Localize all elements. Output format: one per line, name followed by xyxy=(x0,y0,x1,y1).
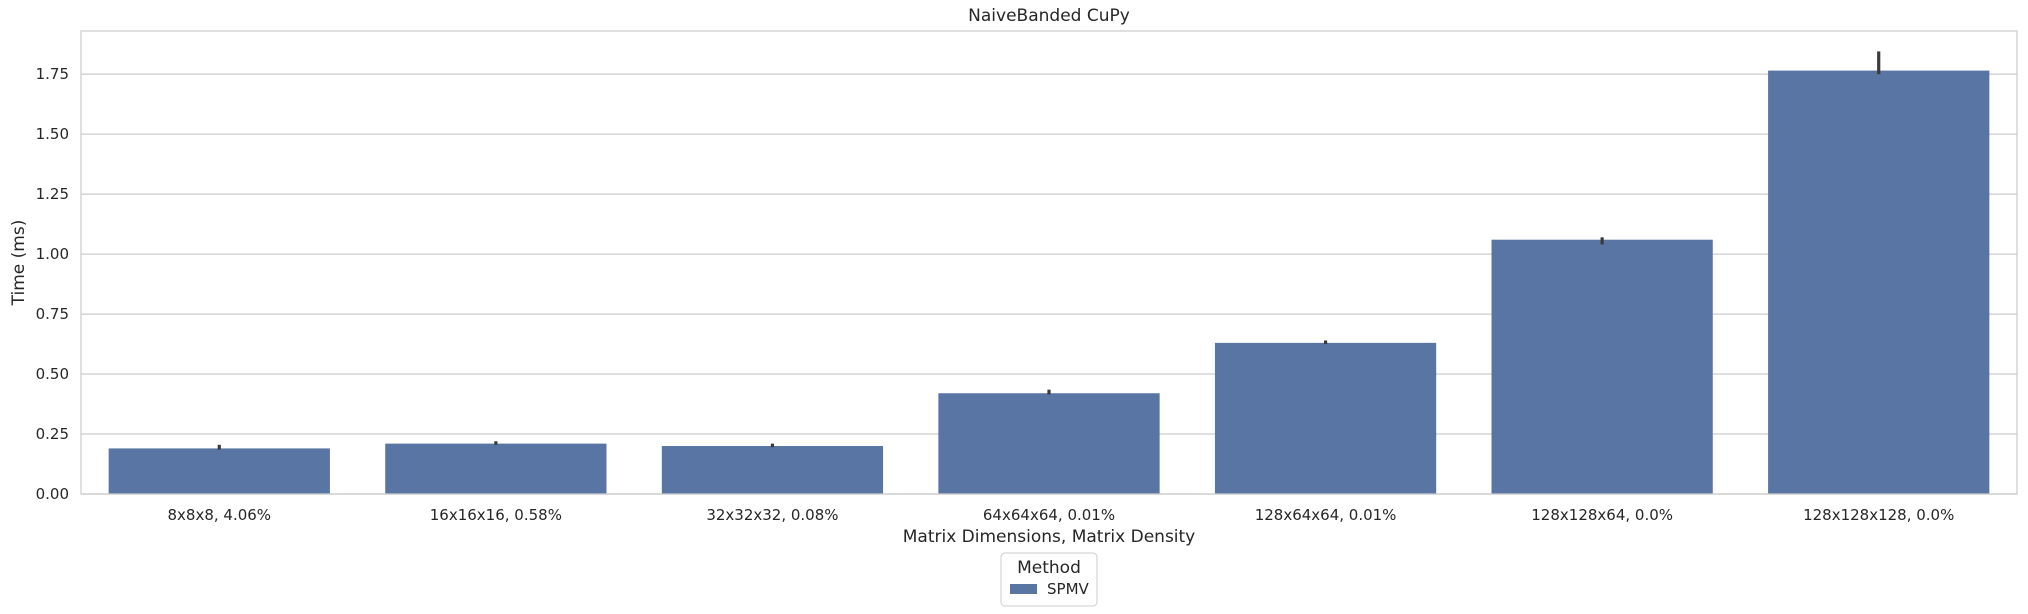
gridlines xyxy=(81,73,2017,495)
chart-title: NaiveBanded CuPy xyxy=(968,6,1130,26)
y-tick-label: 0.75 xyxy=(36,305,69,323)
error-bars xyxy=(217,51,1881,450)
bar xyxy=(1491,239,1713,494)
bar xyxy=(1768,70,1990,495)
x-tick-label: 128x64x64, 0.01% xyxy=(1255,506,1397,524)
plot-frame xyxy=(80,30,2018,495)
y-tick-label: 0.50 xyxy=(36,365,69,383)
y-tick-label: 0.00 xyxy=(36,485,69,503)
y-tick-label: 1.00 xyxy=(36,245,69,263)
y-tick-label: 1.25 xyxy=(36,185,69,203)
bars xyxy=(108,70,1990,495)
y-tick-label: 1.75 xyxy=(36,65,69,83)
legend-swatch-spmv xyxy=(1010,584,1037,594)
bar xyxy=(1214,342,1437,494)
x-tick-label: 64x64x64, 0.01% xyxy=(983,506,1115,524)
legend: Method SPMV xyxy=(1000,552,1098,607)
x-tick-label: 128x128x128, 0.0% xyxy=(1803,506,1954,524)
bar xyxy=(108,448,330,494)
x-tick-labels: 8x8x8, 4.06% 16x16x16, 0.58% 32x32x32, 0.0… xyxy=(167,506,1954,524)
y-tick-label: 1.50 xyxy=(36,125,69,143)
bar xyxy=(385,443,607,494)
y-axis-label: Time (ms) xyxy=(9,220,29,307)
legend-label-spmv: SPMV xyxy=(1047,580,1090,598)
y-tick-label: 0.25 xyxy=(36,425,69,443)
bar xyxy=(938,393,1160,494)
legend-title: Method xyxy=(1017,558,1081,578)
y-tick-labels: 0.00 0.25 0.50 0.75 1.00 1.25 1.50 1.75 xyxy=(36,65,69,503)
x-tick-label: 8x8x8, 4.06% xyxy=(167,506,271,524)
bar xyxy=(661,446,884,494)
x-axis-label: Matrix Dimensions, Matrix Density xyxy=(903,527,1196,547)
x-tick-label: 16x16x16, 0.58% xyxy=(430,506,562,524)
x-tick-label: 128x128x64, 0.0% xyxy=(1531,506,1673,524)
x-tick-label: 32x32x32, 0.08% xyxy=(706,506,838,524)
